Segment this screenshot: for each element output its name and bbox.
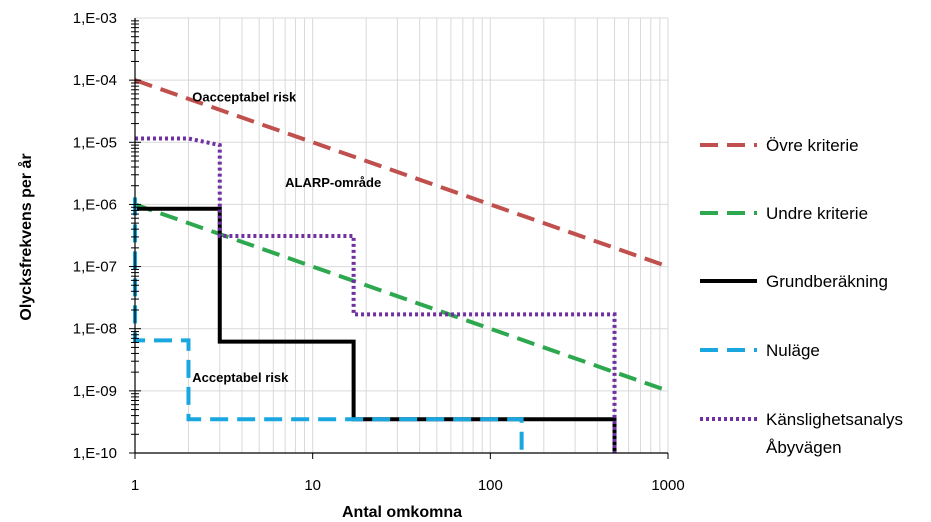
x-tick-label: 1000	[651, 477, 684, 494]
legend-label: Undre kriterie	[766, 204, 868, 223]
annotation-label: Acceptabel risk	[192, 370, 289, 385]
y-tick-label: 1,E-07	[73, 259, 117, 276]
annotation-label: ALARP-område	[285, 175, 381, 190]
y-tick-label: 1,E-04	[73, 72, 117, 89]
axes: 1,E-10 1,E-09 1,E-08 1,E-07 1,E-06 1,E-05 1,E-…	[73, 10, 685, 494]
y-tick-label: 1,E-05	[73, 134, 117, 151]
y-tick-label: 1,E-06	[73, 196, 117, 213]
x-axis-title: Antal omkomna	[342, 504, 462, 521]
x-tick-label: 1	[131, 477, 139, 494]
legend-label: Grundberäkning	[766, 272, 888, 291]
series-line-2	[134, 202, 669, 393]
legend: Övre kriterie Undre kriterie Grundberäknin…	[700, 136, 903, 457]
legend-label: Nuläge	[766, 341, 820, 360]
y-axis-title: Olycksfrekvens per år	[17, 153, 35, 320]
legend-label: Övre kriterie	[766, 136, 859, 155]
legend-label: Känslighetsanalys Åbyvägen	[766, 410, 903, 457]
y-tick-label: 1,E-08	[73, 321, 117, 338]
annotation-label: Oacceptabel risk	[192, 90, 297, 105]
y-tick-label: 1,E-03	[73, 10, 117, 27]
series-line-1	[134, 78, 669, 269]
x-tick-label: 100	[478, 477, 503, 494]
grid	[134, 17, 669, 454]
y-tick-label: 1,E-10	[73, 445, 117, 462]
annotations: Oacceptabel risk ALARP-område Acceptabel r…	[192, 90, 381, 385]
series-line-3	[135, 206, 617, 453]
y-tick-label: 1,E-09	[73, 383, 117, 400]
x-tick-label: 10	[304, 477, 321, 494]
